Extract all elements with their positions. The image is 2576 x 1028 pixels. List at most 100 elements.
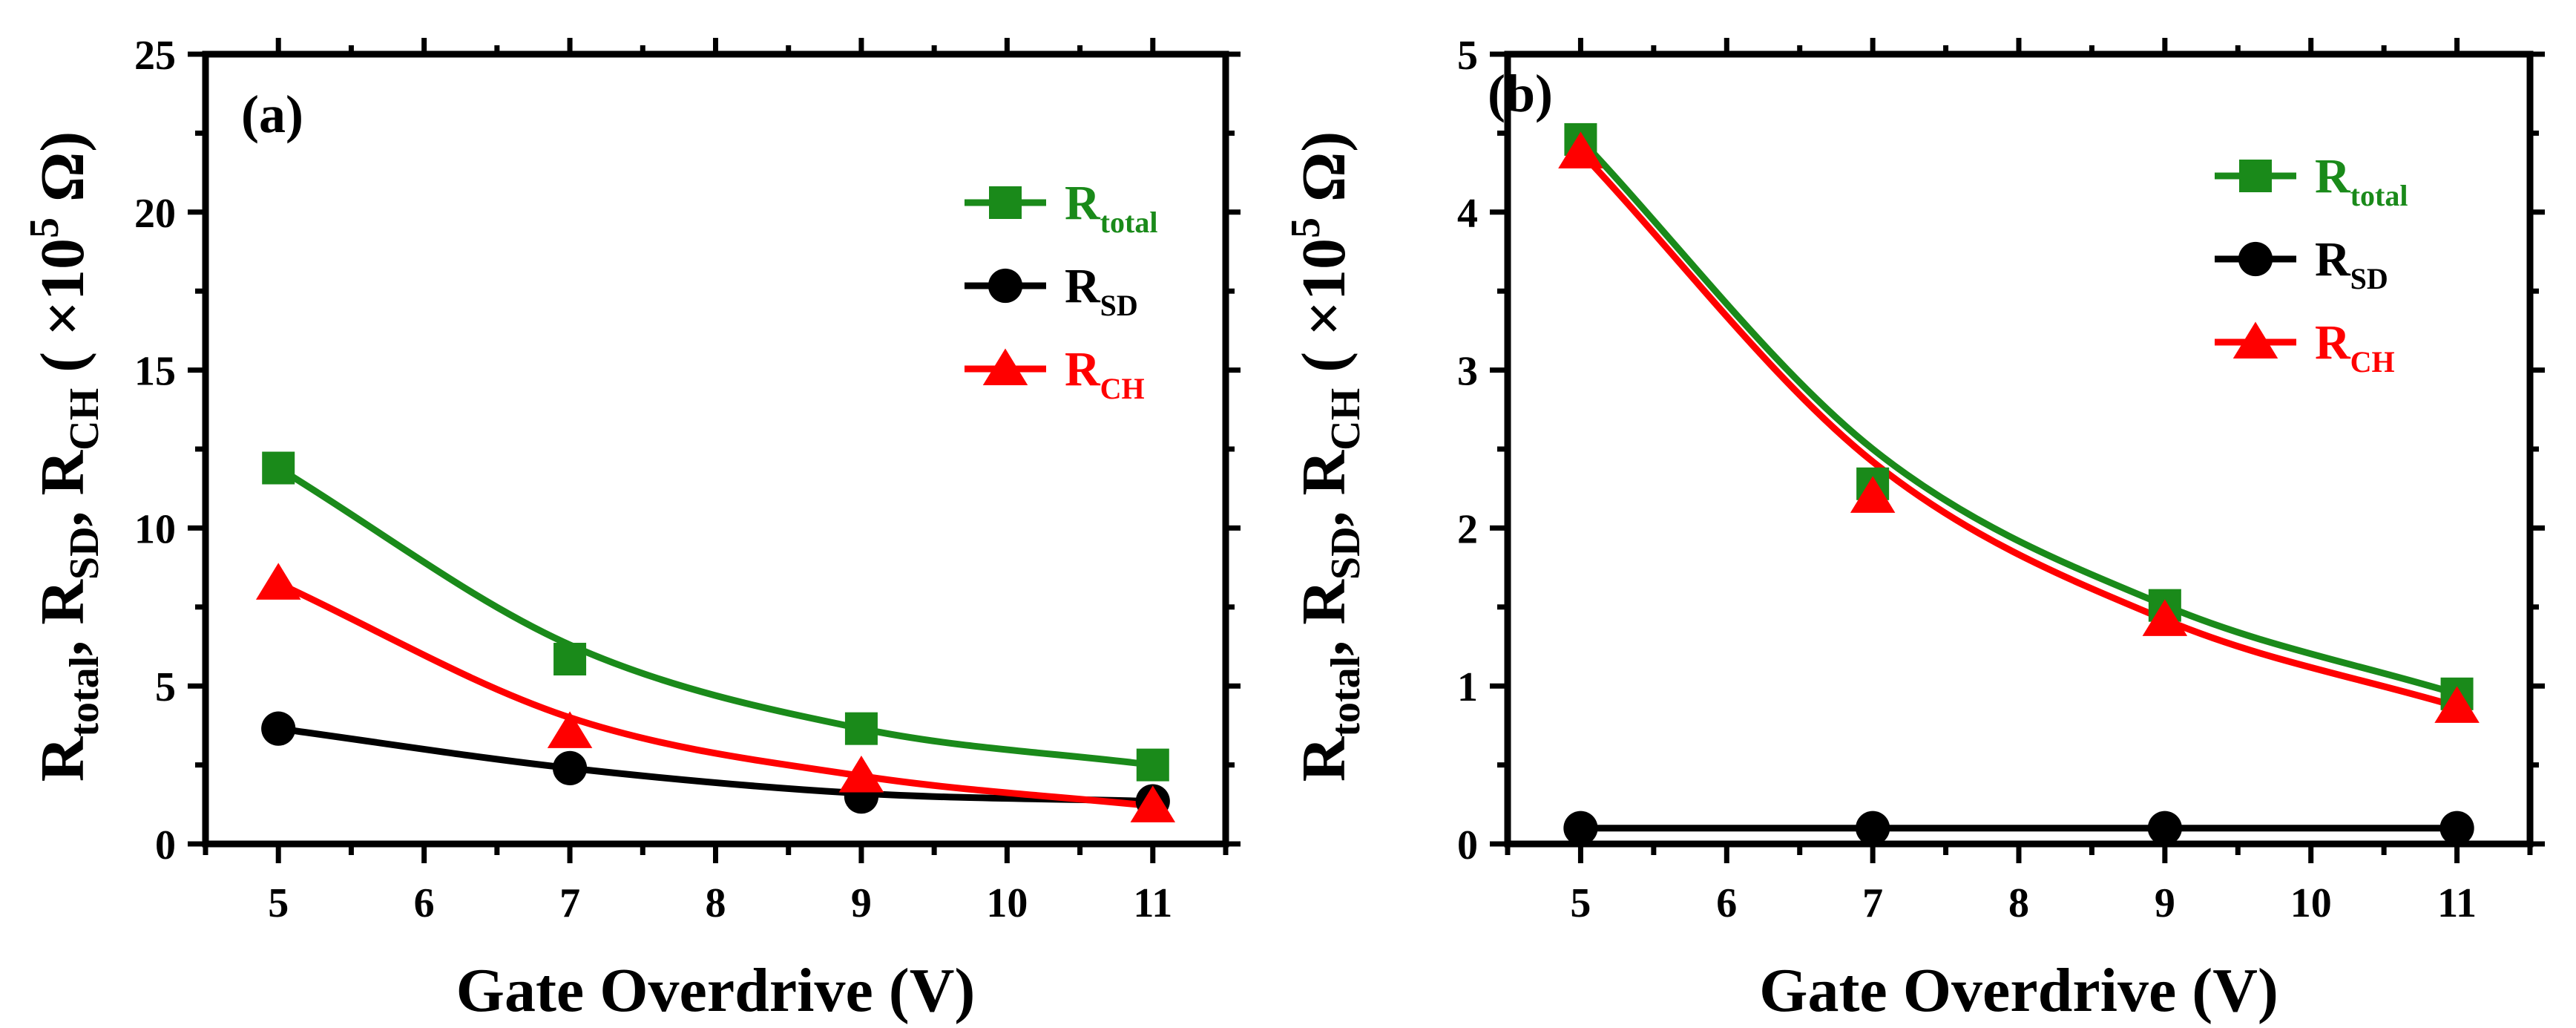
legend-marker bbox=[982, 348, 1028, 385]
data-point-R_total bbox=[1136, 748, 1169, 782]
series-line-R_CH bbox=[1578, 149, 2458, 710]
legend-item-R_SD: RSD bbox=[965, 259, 1138, 322]
x-tick-label: 11 bbox=[2437, 880, 2477, 926]
data-point-R_CH bbox=[2142, 599, 2188, 636]
legend-item-R_total: Rtotal bbox=[2215, 149, 2408, 212]
y-tick-label: 10 bbox=[134, 506, 176, 552]
y-axis-title-part: R bbox=[1289, 736, 1358, 782]
legend-label-main: R bbox=[2315, 232, 2351, 287]
y-axis-title-part: Ω) bbox=[28, 131, 97, 217]
data-point-R_CH bbox=[2434, 686, 2480, 723]
legend-label-main: R bbox=[2315, 149, 2351, 203]
panel-label: (a) bbox=[241, 85, 303, 144]
legend-marker bbox=[989, 186, 1022, 219]
y-tick-label: 1 bbox=[1457, 664, 1478, 710]
y-axis-title-part: , R bbox=[1289, 579, 1358, 656]
y-axis-title-part: ( ×10 bbox=[1289, 238, 1358, 388]
x-tick-label: 8 bbox=[2008, 880, 2029, 926]
data-point-R_CH bbox=[1558, 131, 1603, 168]
legend-marker bbox=[2238, 241, 2273, 277]
series-line-R_total bbox=[1578, 137, 2458, 698]
y-axis-title-part: , R bbox=[1289, 449, 1358, 526]
data-point-R_CH bbox=[1130, 785, 1176, 822]
y-axis-title-part: 5 bbox=[22, 217, 68, 238]
y-tick-label: 0 bbox=[155, 822, 176, 868]
panel-a: 5 6 7 8 9 10 11 0 5 10 15 20 25 Gate Overdrive (V) Rto… bbox=[22, 33, 1241, 1025]
y-axis-title-part: CH bbox=[1323, 388, 1369, 451]
y-tick-label: 0 bbox=[1457, 822, 1478, 868]
y-axis-title: Rtotal, RSD, RCH ( ×105 Ω) bbox=[1283, 131, 1369, 782]
x-tick-label: 6 bbox=[414, 880, 435, 926]
data-point-R_SD bbox=[2439, 811, 2474, 845]
legend-label: RCH bbox=[1065, 342, 1145, 405]
y-tick-label: 5 bbox=[1457, 33, 1478, 79]
y-tick-label: 4 bbox=[1457, 191, 1478, 237]
legend-label: Rtotal bbox=[2315, 149, 2408, 212]
legend-marker bbox=[2232, 321, 2278, 359]
legend-item-R_CH: RCH bbox=[2215, 315, 2395, 379]
y-tick-label: 15 bbox=[134, 349, 176, 395]
legend-label-main: R bbox=[2315, 315, 2351, 370]
legend-item-R_total: Rtotal bbox=[965, 176, 1157, 239]
legend-label-sub: SD bbox=[1100, 289, 1138, 322]
x-axis-title: Gate Overdrive (V) bbox=[1759, 956, 2278, 1025]
panel-b: 5 6 7 8 9 10 11 0 1 2 3 4 5 Gate Overdrive (V) Rtotal,… bbox=[1283, 33, 2545, 1025]
series-line-R_CH bbox=[277, 580, 1154, 810]
data-point-R_total bbox=[553, 643, 587, 676]
x-tick-label: 11 bbox=[1133, 880, 1172, 926]
data-point-R_total bbox=[262, 451, 295, 485]
data-point-R_SD bbox=[2147, 811, 2182, 845]
legend-label: RSD bbox=[2315, 232, 2388, 295]
data-point-R_CH bbox=[255, 563, 301, 600]
legend-label-sub: total bbox=[2350, 179, 2408, 212]
plot-frame bbox=[202, 50, 1229, 848]
y-axis-title-part: , R bbox=[28, 449, 97, 526]
legend-item-R_SD: RSD bbox=[2215, 232, 2388, 295]
x-tick-label: 9 bbox=[2155, 880, 2175, 926]
legend-label-main: R bbox=[1065, 176, 1101, 230]
series-line-R_SD bbox=[277, 725, 1153, 805]
y-axis-title-part: Ω) bbox=[1289, 131, 1358, 217]
y-axis-title-part: 5 bbox=[1283, 217, 1329, 238]
legend-label-sub: total bbox=[1100, 206, 1158, 239]
x-axis-title: Gate Overdrive (V) bbox=[456, 956, 976, 1025]
legend-marker bbox=[2239, 160, 2272, 192]
y-tick-label: 3 bbox=[1457, 349, 1478, 395]
x-tick-label: 8 bbox=[706, 880, 726, 926]
x-tick-label: 5 bbox=[268, 880, 289, 926]
legend-label-sub: SD bbox=[2350, 262, 2388, 295]
x-tick-label: 5 bbox=[1570, 880, 1591, 926]
panel-label: (b) bbox=[1488, 64, 1553, 123]
legend-label: RCH bbox=[2315, 315, 2395, 379]
legend-marker bbox=[988, 268, 1023, 304]
x-tick-label: 7 bbox=[559, 880, 580, 926]
y-axis-title-part: R bbox=[28, 736, 97, 782]
legend-item-R_CH: RCH bbox=[965, 342, 1145, 405]
legend-label-main: R bbox=[1065, 259, 1101, 313]
y-axis-title-part: , R bbox=[28, 579, 97, 656]
y-axis-title-part: SD bbox=[62, 526, 108, 580]
data-point-R_SD bbox=[552, 750, 588, 785]
x-tick-label: 10 bbox=[986, 880, 1028, 926]
plot-frame bbox=[1504, 50, 2534, 848]
series-line-R_total bbox=[276, 465, 1154, 769]
y-axis-title: Rtotal, RSD, RCH ( ×105 Ω) bbox=[22, 131, 108, 782]
x-tick-label: 6 bbox=[1716, 880, 1737, 926]
y-axis-title-part: SD bbox=[1323, 526, 1369, 580]
data-point-R_SD bbox=[261, 711, 296, 746]
legend-label-sub: CH bbox=[2350, 345, 2395, 379]
data-point-R_CH bbox=[838, 755, 884, 793]
y-tick-label: 25 bbox=[134, 33, 176, 79]
y-tick-label: 2 bbox=[1457, 506, 1478, 552]
data-point-R_CH bbox=[1850, 476, 1896, 513]
y-axis-title-part: total bbox=[62, 656, 108, 737]
y-axis-title-part: CH bbox=[62, 388, 108, 451]
legend-label: RSD bbox=[1065, 259, 1138, 322]
y-axis-title-part: ( ×10 bbox=[28, 238, 97, 388]
legend-label-main: R bbox=[1065, 342, 1101, 396]
y-tick-label: 5 bbox=[155, 664, 176, 710]
x-tick-label: 9 bbox=[851, 880, 872, 926]
x-tick-label: 10 bbox=[2290, 880, 2332, 926]
data-point-R_total bbox=[844, 712, 878, 745]
